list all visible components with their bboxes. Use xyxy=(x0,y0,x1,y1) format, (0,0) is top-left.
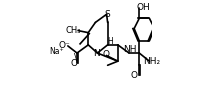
Text: O: O xyxy=(70,59,77,68)
Text: N: N xyxy=(93,49,100,58)
Text: S: S xyxy=(104,10,110,19)
Text: H: H xyxy=(107,37,113,46)
Text: NH₂: NH₂ xyxy=(143,57,160,66)
Text: Na⁺: Na⁺ xyxy=(49,47,64,55)
Text: \: \ xyxy=(74,53,77,62)
Text: O⁻: O⁻ xyxy=(59,41,70,50)
Text: CH₃: CH₃ xyxy=(65,26,80,35)
Text: OH: OH xyxy=(136,3,149,12)
Text: O: O xyxy=(130,71,137,80)
Text: NH: NH xyxy=(123,45,136,54)
Text: O: O xyxy=(102,50,108,59)
